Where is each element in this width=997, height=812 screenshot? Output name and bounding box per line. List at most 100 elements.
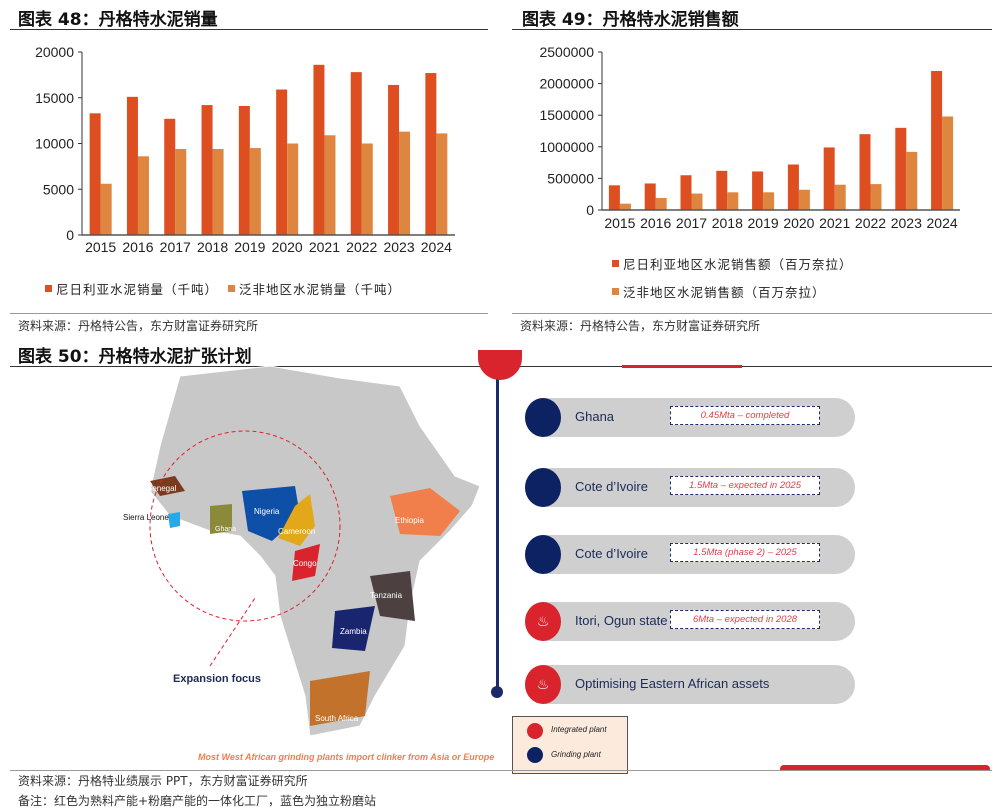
legend-label: 尼日利亚地区水泥销售额（百万奈拉） xyxy=(623,257,853,272)
x-tick-label: 2019 xyxy=(748,215,779,231)
map-label: Sierra Leone xyxy=(123,513,169,522)
x-tick-label: 2019 xyxy=(234,239,265,255)
bar-nigeria xyxy=(823,147,835,210)
figure-48-title: 图表 48：丹格特水泥销量 xyxy=(18,10,218,30)
grinding-plant-icon xyxy=(525,398,561,437)
y-tick-label: 20000 xyxy=(35,44,74,60)
legend-swatch xyxy=(45,285,52,292)
sales-volume-chart: 0 5000 10000 15000 20000 2015 2016 2017 2018 2019… xyxy=(35,44,455,255)
source-note: 资料来源：丹格特业绩展示 PPT，东方财富证券研究所 xyxy=(18,774,308,788)
x-tick-label: 2020 xyxy=(272,239,303,255)
x-tick-label: 2022 xyxy=(855,215,886,231)
bar-nigeria xyxy=(644,183,656,210)
bar-nigeria xyxy=(787,164,799,210)
plan-detail: 6Mta – expected in 2028 xyxy=(670,610,820,629)
y-tick-label: 10000 xyxy=(35,136,74,152)
bar-pan-africa xyxy=(212,148,224,235)
bar-pan-africa xyxy=(619,203,631,210)
bar-nigeria xyxy=(350,72,362,235)
y-tick-label: 2000000 xyxy=(539,76,594,92)
plan-detail: 1.5Mta (phase 2) – 2025 xyxy=(670,543,820,562)
plan-detail: 0.45Mta – completed xyxy=(670,406,820,425)
x-tick-label: 2016 xyxy=(122,239,153,255)
expansion-plan-item: ♨ Optimising Eastern African assets xyxy=(525,665,855,704)
legend-label: 泛非地区水泥销量（千吨） xyxy=(239,282,402,297)
bar-pan-africa xyxy=(361,143,373,235)
bar-nigeria xyxy=(388,84,400,235)
grinding-plant-icon xyxy=(525,468,561,507)
timeline-line xyxy=(496,376,499,691)
bar-pan-africa xyxy=(287,143,299,235)
x-tick-label: 2023 xyxy=(891,215,922,231)
bar-nigeria xyxy=(608,185,620,210)
legend-label: 泛非地区水泥销售额（百万奈拉） xyxy=(623,285,826,300)
legend: 尼日利亚水泥销量（千吨） 泛非地区水泥销量（千吨） xyxy=(45,279,401,298)
bar-pan-africa xyxy=(798,189,810,210)
x-tick-label: 2020 xyxy=(783,215,814,231)
x-tick-label: 2021 xyxy=(309,239,340,255)
bar-pan-africa xyxy=(399,131,411,235)
decor-bar xyxy=(780,765,990,770)
expansion-plan-item: Cote d’Ivoire 1.5Mta – expected in 2025 xyxy=(525,468,855,507)
x-tick-label: 2016 xyxy=(640,215,671,231)
bar-pan-africa xyxy=(137,156,149,235)
decor-bar xyxy=(622,365,742,368)
legend-swatch xyxy=(612,260,619,267)
bar-nigeria xyxy=(238,105,250,235)
bar-pan-africa xyxy=(727,192,739,210)
map-label: Senegal xyxy=(147,484,177,493)
bar-pan-africa xyxy=(324,135,336,235)
x-tick-label: 2018 xyxy=(712,215,743,231)
integrated-plant-icon: ♨ xyxy=(525,665,561,704)
x-tick-label: 2024 xyxy=(927,215,958,231)
map-label: Ethiopia xyxy=(395,516,424,525)
map-label: Cameroon xyxy=(278,527,315,536)
expansion-focus-label: Expansion focus xyxy=(173,673,261,685)
bar-nigeria xyxy=(126,96,138,236)
bar-pan-africa xyxy=(436,133,448,235)
bar-pan-africa xyxy=(870,184,882,210)
bar-nigeria xyxy=(931,70,943,211)
plan-name: Cote d’Ivoire xyxy=(575,479,648,494)
bar-nigeria xyxy=(89,113,101,235)
bar-nigeria xyxy=(313,64,325,235)
plan-name: Cote d’Ivoire xyxy=(575,546,648,561)
plan-name: Itori, Ogun state xyxy=(575,613,668,628)
bar-pan-africa xyxy=(834,184,846,210)
bar-pan-africa xyxy=(763,192,775,210)
bar-nigeria xyxy=(425,73,437,235)
bar-nigeria xyxy=(716,170,728,210)
bar-nigeria xyxy=(752,171,764,210)
y-tick-label: 1500000 xyxy=(539,107,594,123)
x-tick-label: 2021 xyxy=(819,215,850,231)
bar-pan-africa xyxy=(100,183,112,235)
bar-nigeria xyxy=(164,118,176,235)
legend: 泛非地区水泥销售额（百万奈拉） xyxy=(612,282,826,301)
bar-nigeria xyxy=(201,105,213,235)
plan-detail: 1.5Mta – expected in 2025 xyxy=(670,476,820,495)
figure-50-title: 图表 50：丹格特水泥扩张计划 xyxy=(18,347,252,367)
legend-swatch xyxy=(612,288,619,295)
y-tick-label: 0 xyxy=(66,227,74,243)
x-tick-label: 2022 xyxy=(346,239,377,255)
y-tick-label: 2500000 xyxy=(539,44,594,60)
map-label: South Africa xyxy=(315,714,359,723)
x-tick-label: 2023 xyxy=(383,239,414,255)
bar-pan-africa xyxy=(691,193,703,210)
clinker-note: Most West African grinding plants import… xyxy=(198,752,494,762)
x-tick-label: 2015 xyxy=(85,239,116,255)
bar-pan-africa xyxy=(942,116,954,210)
y-tick-label: 15000 xyxy=(35,90,74,106)
x-tick-label: 2017 xyxy=(676,215,707,231)
source-note: 资料来源：丹格特公告，东方财富证券研究所 xyxy=(18,319,259,333)
integrated-plant-icon: ♨ xyxy=(525,602,561,641)
bar-pan-africa xyxy=(655,197,667,210)
grinding-plant-icon xyxy=(525,535,561,574)
legend-label: Integrated plant xyxy=(551,725,607,734)
sales-revenue-chart: 0 500000 1000000 1500000 2000000 2500000 2015 2… xyxy=(539,44,960,231)
africa-map: Senegal Sierra Leone Ghana Nigeria Camer… xyxy=(123,366,494,762)
y-tick-label: 1000000 xyxy=(539,139,594,155)
legend-swatch xyxy=(228,285,236,292)
expansion-plan-item: Cote d’Ivoire 1.5Mta (phase 2) – 2025 xyxy=(525,535,855,574)
map-label: Zambia xyxy=(340,627,367,636)
